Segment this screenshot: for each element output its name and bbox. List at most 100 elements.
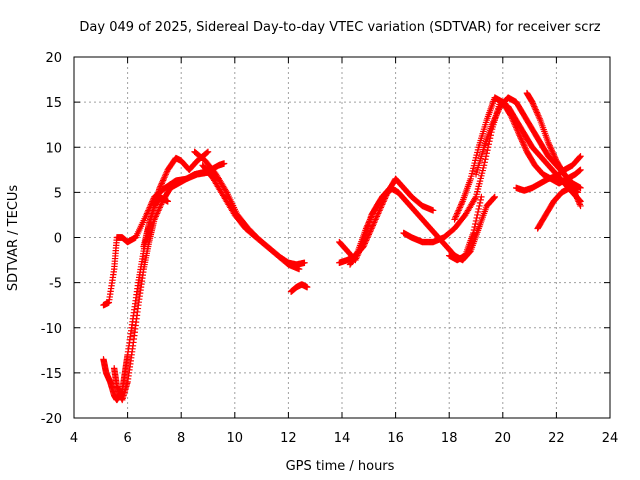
data-point [220,160,228,167]
x-tick-label: 6 [123,431,131,446]
data-point [203,149,211,156]
data-point [362,225,370,232]
data-point [452,213,460,220]
data-point [532,106,539,113]
data-point [492,112,500,119]
data-point [549,148,556,155]
data-point [475,205,482,213]
data-point [372,216,379,223]
data-point [548,147,555,154]
data-point [483,150,490,157]
data-point [162,171,169,178]
y-tick-label: -15 [41,367,62,382]
data-point [368,223,376,231]
data-point [575,198,582,205]
data-point [371,217,379,225]
data-point [453,211,460,219]
series-arc-6 [199,162,303,273]
data-point [551,153,558,160]
data-point [477,196,484,204]
data-point [369,222,377,229]
data-point [157,183,164,190]
data-point [478,193,485,201]
data-point [516,132,523,139]
data-point [303,283,311,291]
data-point [158,180,165,187]
data-point [549,150,557,157]
data-point [484,147,491,154]
data-point [534,110,541,118]
data-point [368,213,375,220]
data-point [295,265,303,273]
x-tick-label: 24 [602,431,619,446]
data-point [515,130,523,137]
data-point [376,207,383,214]
data-point [490,195,497,202]
data-point [376,205,384,213]
data-point [301,259,308,266]
x-tick-label: 20 [495,431,512,446]
data-point [482,156,489,163]
y-tick-label: 15 [45,96,62,111]
data-point [495,106,502,113]
x-tick-label: 22 [548,431,565,446]
data-point [458,201,465,208]
data-point [160,175,167,183]
data-point [364,222,371,229]
data-point [546,142,553,149]
data-point [491,115,498,122]
data-point [507,112,515,119]
data-point [375,208,383,216]
data-point [490,194,498,201]
series-arc-4 [140,193,171,250]
data-point [536,115,543,122]
data-point [513,124,520,131]
data-point [522,145,529,152]
data-point [157,181,165,189]
y-tick-label: 10 [45,141,62,156]
data-point [529,100,537,107]
data-point [577,153,584,160]
data-point [490,118,497,125]
data-point [519,139,527,146]
plot-frame [73,56,611,419]
data-point [455,207,462,214]
data-point [374,211,381,219]
data-point [547,145,555,152]
data-point [157,201,165,208]
data-point [510,118,517,125]
data-point [531,103,538,110]
data-point [514,127,521,134]
data-point [161,174,168,181]
data-point [370,219,378,226]
data-point [474,211,481,219]
data-point [492,113,499,121]
y-tick-label: 0 [54,232,62,247]
data-point [454,208,462,216]
data-point [472,217,480,225]
data-marks [100,89,584,404]
data-point [476,199,484,207]
data-point [368,211,376,219]
x-tick-label: 14 [334,431,351,446]
data-point [533,107,540,115]
data-point [157,202,164,210]
data-point [366,217,373,225]
data-point [457,202,464,210]
data-point [372,214,380,222]
data-point [519,138,526,145]
data-point [521,144,529,151]
data-point [511,121,519,128]
data-point [143,211,150,219]
data-point [535,112,542,119]
data-point [545,141,553,148]
data-point [452,214,459,222]
data-point [577,202,584,210]
data-point [529,98,536,106]
data-point [521,142,528,149]
data-point [456,204,464,211]
x-axis-label: GPS time / hours [286,459,395,474]
x-tick-label: 16 [387,431,404,446]
data-point [517,133,524,140]
